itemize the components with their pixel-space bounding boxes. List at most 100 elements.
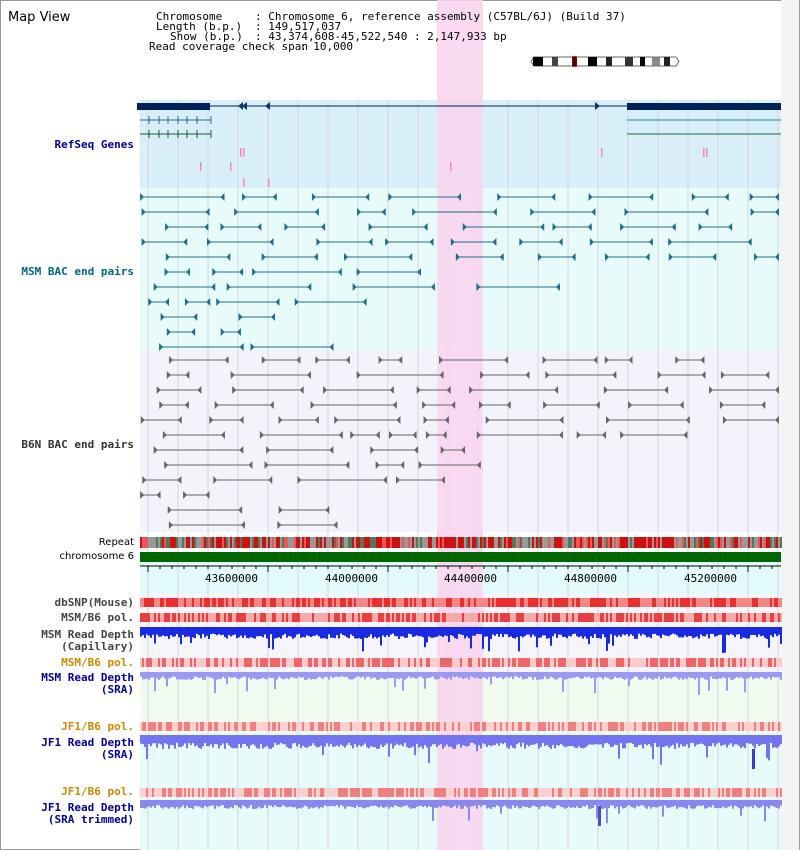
repeat-seg	[160, 537, 162, 548]
depth-bar	[740, 627, 742, 639]
heat-seg	[150, 598, 152, 607]
depth-bar	[622, 735, 624, 749]
depth-bar	[764, 800, 766, 822]
depth-bar	[366, 735, 368, 748]
depth-bar	[288, 627, 290, 636]
heat-seg	[770, 658, 772, 667]
depth-bar	[154, 735, 156, 744]
depth-bar	[156, 627, 158, 635]
depth-bar	[640, 672, 642, 680]
b6n-pair-end	[612, 371, 617, 379]
heat-seg	[410, 598, 412, 607]
heat-seg	[326, 722, 328, 731]
depth-bar	[202, 627, 204, 634]
depth-bar	[538, 800, 540, 809]
heat-seg	[274, 598, 276, 607]
repeat-seg	[576, 537, 578, 548]
repeat-seg	[600, 537, 602, 548]
repeat-seg	[502, 537, 504, 548]
depth-bar	[190, 800, 192, 808]
repeat-seg	[664, 537, 666, 548]
depth-bar	[528, 735, 530, 747]
depth-bar	[448, 800, 450, 807]
depth-bar	[774, 627, 776, 634]
heat-seg	[170, 598, 172, 607]
depth-bar	[752, 735, 754, 746]
b6n-pair-end	[213, 476, 218, 484]
depth-bar	[648, 627, 650, 637]
heat-seg	[352, 598, 354, 607]
heat-seg	[584, 613, 586, 622]
msm-pair-end	[423, 223, 428, 231]
repeat-seg	[430, 537, 432, 548]
depth-bar	[692, 672, 694, 678]
depth-bar	[358, 800, 360, 808]
depth-bar	[260, 627, 262, 637]
depth-bar	[318, 800, 320, 809]
gene-tick	[268, 178, 270, 187]
depth-bar	[766, 627, 768, 639]
heat-seg	[206, 613, 208, 622]
depth-bar	[774, 672, 776, 678]
depth-bar	[500, 735, 502, 744]
heat-seg	[316, 788, 318, 797]
depth-bar	[392, 672, 394, 679]
depth-bar	[422, 672, 424, 679]
depth-bar	[172, 735, 174, 746]
heat-seg	[524, 658, 526, 667]
depth-bar	[698, 800, 700, 806]
heat-seg	[436, 722, 438, 731]
heat-seg	[562, 722, 564, 731]
depth-bar	[256, 627, 258, 637]
heat-seg	[468, 613, 470, 622]
heat-seg	[212, 788, 214, 797]
depth-bar	[604, 627, 606, 638]
depth-bar	[188, 672, 190, 679]
heat-seg	[490, 658, 492, 667]
repeat-seg	[334, 537, 336, 548]
heat-seg	[622, 598, 624, 607]
heat-seg	[492, 722, 494, 731]
depth-bar	[374, 735, 376, 748]
repeat-seg	[386, 537, 388, 548]
heat-seg	[572, 598, 574, 607]
depth-bar	[298, 735, 300, 745]
depth-bar	[580, 735, 582, 748]
depth-bar	[176, 627, 178, 635]
depth-bar	[250, 627, 252, 638]
repeat-seg	[632, 537, 634, 548]
msm-pair-end	[558, 238, 563, 246]
depth-bar	[460, 672, 462, 678]
depth-bar	[172, 672, 174, 677]
depth-bar	[616, 672, 618, 679]
repeat-seg	[422, 537, 424, 548]
repeat-seg	[716, 537, 718, 548]
depth-bar	[236, 800, 238, 806]
b6n-pair-end	[476, 431, 481, 439]
depth-bar	[736, 627, 738, 635]
depth-bar	[586, 672, 588, 678]
depth-bar	[230, 800, 232, 807]
heat-seg	[444, 658, 446, 667]
depth-bar	[742, 735, 744, 747]
depth-bar	[612, 800, 614, 806]
depth-bar	[320, 672, 322, 678]
repeat-seg	[492, 537, 494, 548]
heat-seg	[660, 722, 662, 731]
depth-bar	[312, 672, 314, 679]
heat-seg	[460, 788, 462, 797]
depth-bar	[618, 735, 620, 759]
depth-bar	[600, 672, 602, 678]
heat-seg	[304, 613, 306, 622]
depth-bar	[532, 672, 534, 680]
heat-seg	[460, 658, 462, 667]
repeat-seg	[752, 537, 754, 548]
heat-seg	[454, 788, 456, 797]
depth-bar	[268, 800, 270, 806]
heat-seg	[618, 658, 620, 667]
depth-bar	[626, 627, 628, 635]
heat-seg	[764, 598, 766, 607]
depth-bar	[168, 627, 170, 639]
chromosome-ideogram-icon[interactable]	[530, 52, 680, 68]
